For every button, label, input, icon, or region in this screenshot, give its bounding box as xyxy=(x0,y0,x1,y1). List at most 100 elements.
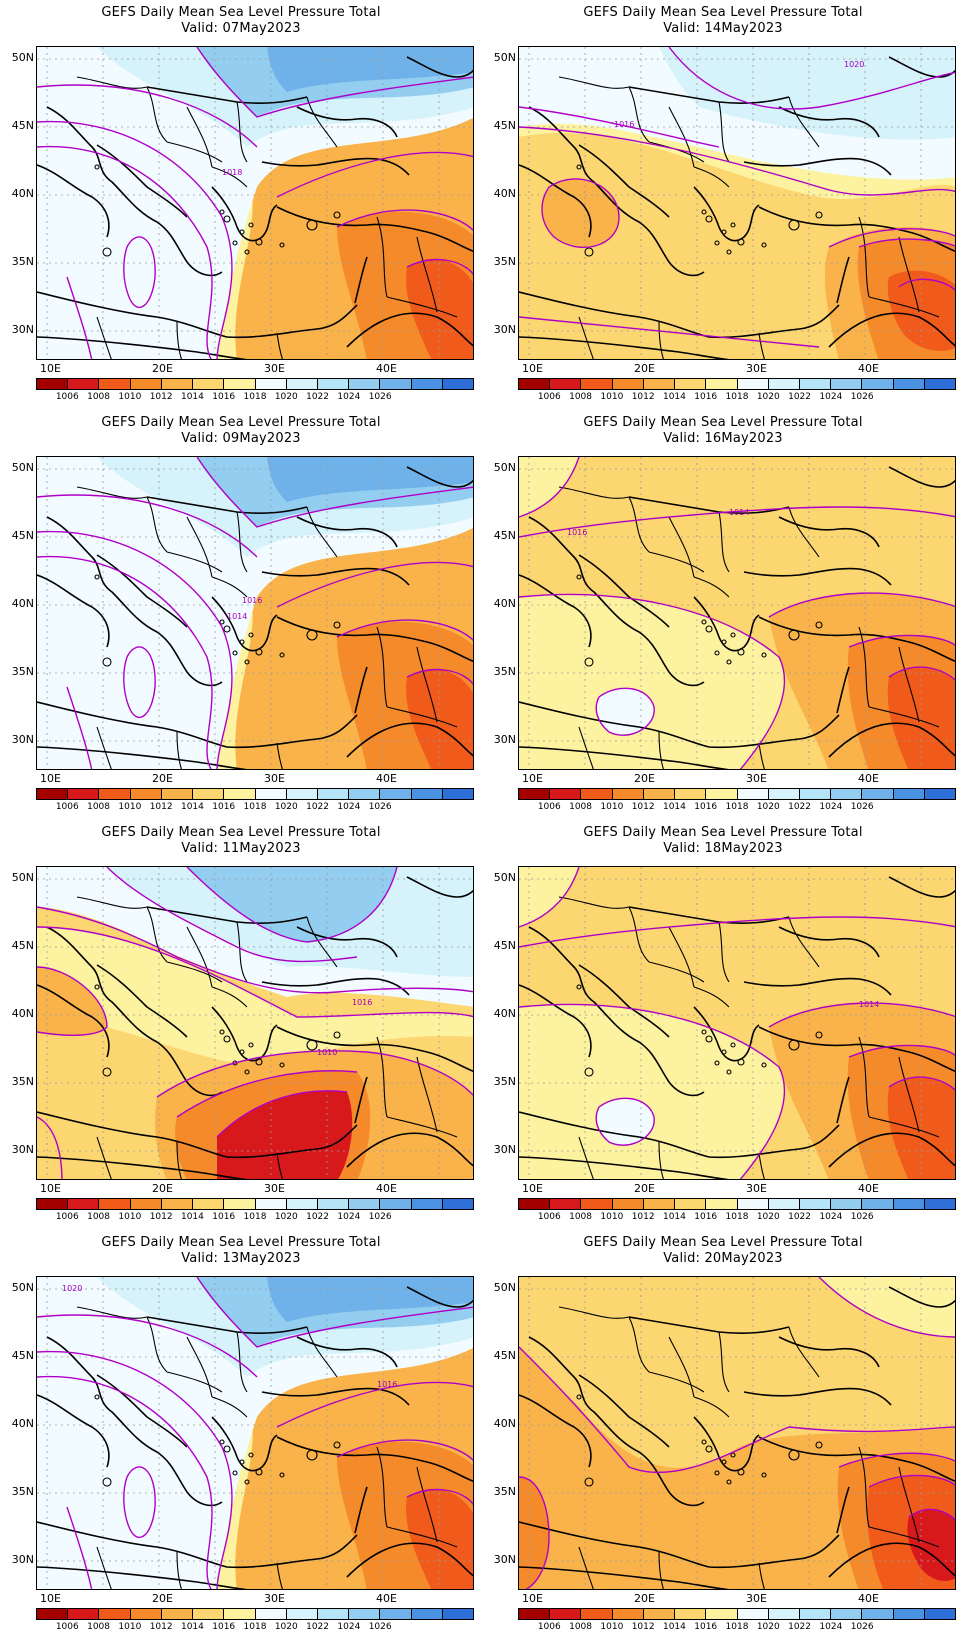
colorbar-labels: 1006 1008 1010 1012 1014 1016 1018 1020 1022 1024… xyxy=(36,1212,474,1224)
country-border xyxy=(868,296,940,318)
island-outline xyxy=(94,1394,100,1400)
country-border xyxy=(668,1336,695,1398)
coastline xyxy=(96,144,188,218)
colorbar-swatch xyxy=(380,1609,412,1619)
colorbar-swatch xyxy=(519,1199,551,1209)
pressure-field-band xyxy=(267,47,473,92)
island-outline xyxy=(255,648,263,656)
island-outline xyxy=(248,1452,254,1458)
latitude-label: 50N xyxy=(11,461,34,474)
pressure-field-band xyxy=(519,457,579,517)
isobar-label: 1016 xyxy=(242,596,262,605)
colorbar-swatch xyxy=(768,789,800,799)
colorbar-swatch xyxy=(224,1609,256,1619)
colorbar-swatch xyxy=(68,1609,100,1619)
map-valid-date: Valid: 16May2023 xyxy=(663,431,783,446)
country-border xyxy=(376,1446,388,1528)
island-outline xyxy=(219,1029,225,1035)
country-border xyxy=(858,1446,870,1528)
coastline xyxy=(37,1566,247,1589)
coastline xyxy=(146,1316,308,1334)
isobar-line xyxy=(37,145,213,359)
latitude-label: 40N xyxy=(11,1007,34,1020)
pressure-map-svg: 1014 xyxy=(519,867,955,1179)
colorbar-swatch xyxy=(550,789,582,799)
latitude-label: 45N xyxy=(11,529,34,542)
colorbar-label: 1024 xyxy=(337,392,361,402)
isobar-label: 1010 xyxy=(317,1048,337,1057)
country-border xyxy=(76,76,148,89)
country-border xyxy=(96,316,112,359)
colorbar-label: 1022 xyxy=(306,392,330,402)
country-border xyxy=(176,731,182,769)
colorbar-swatch xyxy=(317,789,350,799)
coastline xyxy=(354,1486,368,1534)
country-border xyxy=(758,332,765,359)
latitude-label: 50N xyxy=(493,461,516,474)
coastline xyxy=(346,1132,473,1168)
country-border xyxy=(211,986,248,1008)
colorbar-swatch xyxy=(68,1199,100,1209)
colorbar-swatch xyxy=(799,1609,832,1619)
country-border xyxy=(236,921,248,983)
coastline xyxy=(37,164,110,238)
coastline xyxy=(743,1387,892,1406)
island-outline xyxy=(730,222,736,228)
country-border xyxy=(693,576,730,598)
island-outline xyxy=(219,619,225,625)
coastline xyxy=(37,1394,110,1468)
latitude-label: 45N xyxy=(493,119,516,132)
colorbar-swatch xyxy=(581,789,613,799)
map-valid-date: Valid: 07May2023 xyxy=(181,21,301,36)
colorbar-swatch xyxy=(831,789,863,799)
latitude-label: 35N xyxy=(11,665,34,678)
country-border xyxy=(211,576,248,598)
colorbar-swatch xyxy=(411,379,443,389)
latitude-label: 40N xyxy=(11,597,34,610)
isobar-line xyxy=(541,178,620,249)
latitude-label: 50N xyxy=(493,1281,516,1294)
latitude-label: 40N xyxy=(493,597,516,610)
map-panel-14may: GEFS Daily Mean Sea Level Pressure Total… xyxy=(482,0,964,410)
colorbar-label: 1006 xyxy=(537,1622,561,1632)
coastline xyxy=(406,466,473,488)
country-border xyxy=(306,96,338,148)
coastline xyxy=(37,1111,358,1159)
coastline xyxy=(276,1026,473,1073)
pressure-map: 1016 1020 xyxy=(518,46,956,360)
colorbar-swatch xyxy=(706,789,738,799)
isobar-line xyxy=(828,228,955,248)
colorbar-swatch xyxy=(643,1199,676,1209)
isobar-label: 1014 xyxy=(227,612,247,621)
coastline xyxy=(261,567,410,586)
colorbar-swatch xyxy=(799,379,832,389)
isobar-label: 1018 xyxy=(222,168,242,177)
colorbar-label: 1026 xyxy=(850,802,874,812)
latitude-label: 35N xyxy=(493,1485,516,1498)
country-border xyxy=(628,496,650,553)
isobar-line xyxy=(519,316,820,348)
longitude-label: 30E xyxy=(746,362,767,375)
coastline xyxy=(628,496,790,514)
country-border xyxy=(628,86,650,143)
island-outline xyxy=(102,1067,112,1077)
isobar-line xyxy=(888,666,955,681)
island-outline xyxy=(705,1445,713,1453)
coastline xyxy=(37,336,247,359)
coastline xyxy=(519,1566,729,1589)
isobar-line xyxy=(276,1381,473,1428)
longitude-label: 40E xyxy=(376,1182,397,1195)
pressure-map-svg: 1014 1016 xyxy=(519,457,955,769)
coastline xyxy=(519,164,592,238)
island-outline xyxy=(584,1477,594,1487)
colorbar-label: 1008 xyxy=(569,1622,593,1632)
island-outline xyxy=(726,1479,732,1485)
pressure-field-band xyxy=(819,1277,955,1337)
isobar-line xyxy=(66,276,93,359)
coastline xyxy=(519,1394,592,1468)
latitude-label: 30N xyxy=(11,1143,34,1156)
colorbar-label: 1006 xyxy=(537,1212,561,1222)
colorbar-swatch xyxy=(643,789,676,799)
colorbar-swatch xyxy=(224,379,256,389)
colorbar-swatch xyxy=(737,1609,769,1619)
